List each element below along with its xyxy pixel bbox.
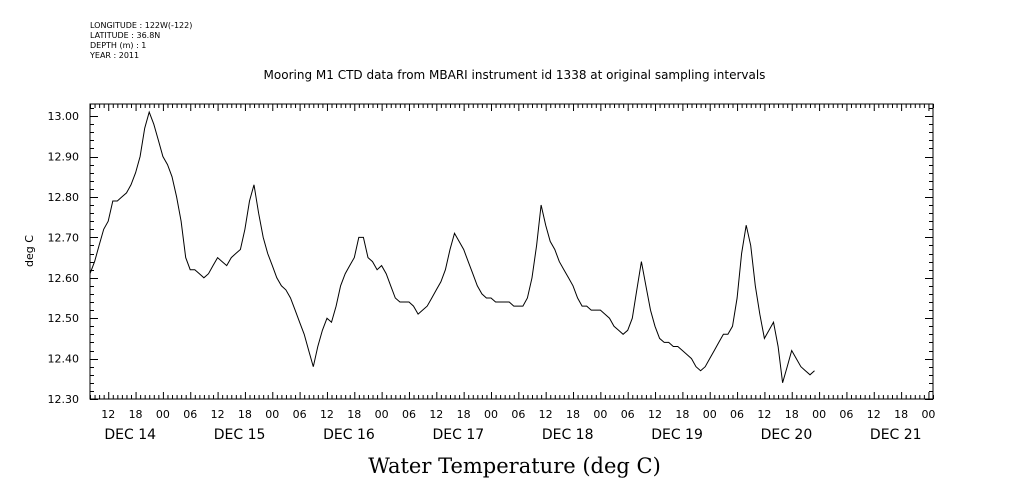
metadata-block: LONGITUDE : 122W(-122) LATITUDE : 36.8N … (90, 21, 192, 61)
x-tick-label: 18 (457, 408, 471, 421)
x-tick-label: 12 (648, 408, 662, 421)
x-tick-label: 12 (101, 408, 115, 421)
longitude-label: LONGITUDE : 122W(-122) (90, 21, 193, 30)
x-tick-label: 00 (593, 408, 607, 421)
day-label: DEC 20 (761, 427, 813, 443)
x-tick-label: 12 (320, 408, 334, 421)
chart-subtitle: Water Temperature (deg C) (368, 454, 661, 478)
y-tick-label: 12.90 (48, 151, 80, 164)
y-tick-labels: 12.30 12.40 12.50 12.60 12.70 12.80 12.90 13.00 (48, 110, 80, 406)
day-label: DEC 17 (432, 427, 484, 443)
x-tick-label: 06 (293, 408, 307, 421)
x-tick-label: 18 (347, 408, 361, 421)
day-label: DEC 16 (323, 427, 375, 443)
day-labels: DEC 14 DEC 15 DEC 16 DEC 17 DEC 18 DEC 19 DEC … (104, 427, 921, 443)
y-tick-label: 12.60 (48, 272, 80, 285)
x-tick-label: 06 (402, 408, 416, 421)
x-tick-label: 18 (675, 408, 689, 421)
plot-frame (89, 103, 934, 400)
year-label: YEAR : 2011 (90, 51, 140, 60)
y-tick-label: 13.00 (48, 110, 80, 123)
x-tick-label: 06 (730, 408, 744, 421)
x-tick-label: 06 (621, 408, 635, 421)
day-label: DEC 18 (542, 427, 594, 443)
depth-label: DEPTH (m) : 1 (90, 41, 147, 50)
x-tick-label: 00 (921, 408, 935, 421)
x-tick-label: 18 (894, 408, 908, 421)
day-label: DEC 19 (651, 427, 703, 443)
x-tick-label: 18 (566, 408, 580, 421)
x-tick-label: 00 (812, 408, 826, 421)
latitude-label: LATITUDE : 36.8N (90, 31, 161, 40)
chart-title: Mooring M1 CTD data from MBARI instrumen… (263, 68, 766, 82)
x-tick-label: 18 (785, 408, 799, 421)
axis-ticks (90, 104, 934, 400)
x-tick-label: 12 (867, 408, 881, 421)
x-tick-label: 12 (211, 408, 225, 421)
y-axis-label: deg C (23, 235, 36, 267)
x-tick-label: 12 (429, 408, 443, 421)
x-tick-label: 00 (375, 408, 389, 421)
x-tick-label: 18 (129, 408, 143, 421)
x-tick-label: 00 (265, 408, 279, 421)
x-tick-label: 00 (156, 408, 170, 421)
x-tick-label: 12 (757, 408, 771, 421)
x-tick-label: 06 (839, 408, 853, 421)
x-tick-label: 06 (511, 408, 525, 421)
day-label: DEC 15 (214, 427, 266, 443)
x-tick-label: 06 (183, 408, 197, 421)
y-tick-label: 12.50 (48, 312, 80, 325)
x-tick-labels: 12 18 00 06 12 18 00 06 12 18 00 06 12 18 00 06 12 18 00 06… (101, 408, 935, 421)
y-tick-label: 12.30 (48, 393, 80, 406)
y-tick-label: 12.70 (48, 231, 80, 244)
x-tick-label: 00 (703, 408, 717, 421)
x-tick-label: 18 (238, 408, 252, 421)
y-tick-label: 12.40 (48, 353, 80, 366)
y-tick-label: 12.80 (48, 191, 80, 204)
x-tick-label: 12 (539, 408, 553, 421)
x-tick-label: 00 (484, 408, 498, 421)
day-label: DEC 21 (870, 427, 922, 443)
day-label: DEC 14 (104, 427, 156, 443)
temperature-series-line (89, 110, 815, 383)
